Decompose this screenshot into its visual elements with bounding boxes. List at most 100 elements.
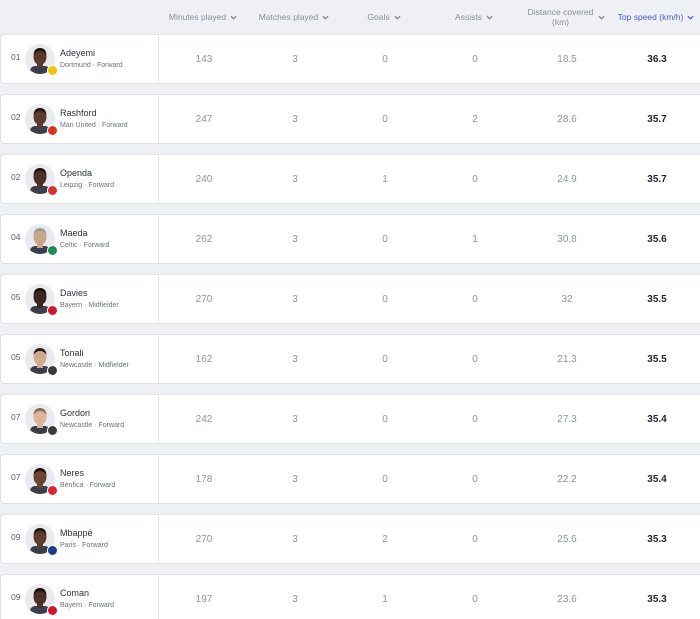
table-row[interactable]: 01 Adeyemi Dortmund · Forward 143 3 0 0 18.5 36.…: [0, 34, 700, 84]
player-club-position: Paris · Forward: [60, 542, 108, 549]
rank-label: 02: [11, 112, 21, 122]
club-badge-icon: [47, 185, 58, 196]
cell-speed: 35.5: [647, 293, 667, 305]
cell-minutes: 162: [195, 353, 213, 365]
player-avatar: [25, 404, 58, 436]
cell-assists: 0: [472, 53, 478, 65]
cell-distance: 32: [561, 293, 573, 305]
player-name[interactable]: Neres: [60, 468, 85, 478]
cell-goals: 0: [382, 473, 388, 485]
cell-goals: 1: [382, 173, 388, 185]
player-name[interactable]: Mbappé: [60, 528, 93, 538]
cell-goals: 1: [382, 593, 388, 605]
table-row[interactable]: 09 Mbappé Paris · Forward 270 3 2 0 25.6 35.3: [0, 514, 700, 564]
cell-minutes: 242: [195, 413, 213, 425]
cell-distance: 23.6: [557, 593, 577, 605]
cell-distance: 18.5: [557, 53, 577, 65]
cell-matches: 3: [292, 53, 298, 65]
player-club-position: Bayern · Forward: [60, 602, 115, 609]
column-header-distance[interactable]: Distance covered (km): [516, 0, 616, 34]
player-cell[interactable]: 04 Maeda Celtic · Forward: [1, 215, 159, 263]
player-name[interactable]: Adeyemi: [60, 48, 96, 58]
cell-matches: 3: [292, 113, 298, 125]
player-name[interactable]: Davies: [60, 288, 88, 298]
cell-assists: 0: [472, 533, 478, 545]
player-name[interactable]: Rashford: [60, 108, 97, 118]
column-header-assists[interactable]: Assists: [434, 0, 514, 34]
cell-distance: 22.2: [557, 473, 577, 485]
player-avatar: [25, 224, 58, 256]
table-row[interactable]: 07 Neres Benfica · Forward 178 3 0 0 22.2 35.4: [0, 454, 700, 504]
player-club-position: Newcastle · Midfielder: [60, 362, 129, 369]
player-cell[interactable]: 07 Gordon Newcastle · Forward: [1, 395, 159, 443]
cell-minutes: 247: [195, 113, 213, 125]
cell-assists: 2: [472, 113, 478, 125]
cell-matches: 3: [292, 533, 298, 545]
cell-assists: 0: [472, 593, 478, 605]
cell-matches: 3: [292, 413, 298, 425]
club-badge-icon: [47, 65, 58, 76]
cell-goals: 2: [382, 533, 388, 545]
cell-speed: 35.3: [647, 593, 667, 605]
table-row[interactable]: 09 Coman Bayern · Forward 197 3 1 0 23.6 35.3: [0, 574, 700, 619]
player-avatar: [25, 104, 58, 136]
cell-minutes: 270: [195, 293, 213, 305]
player-cell[interactable]: 05 Davies Bayern · Midfielder: [1, 275, 159, 323]
player-name[interactable]: Openda: [60, 168, 93, 178]
player-name[interactable]: Coman: [60, 588, 90, 598]
club-badge-icon: [47, 485, 58, 496]
table-row[interactable]: 05 Davies Bayern · Midfielder 270 3 0 0 32 35.5: [0, 274, 700, 324]
cell-goals: 0: [382, 293, 388, 305]
column-header-minutes[interactable]: Minutes played: [158, 0, 248, 34]
club-badge-icon: [47, 125, 58, 136]
column-header-goals[interactable]: Goals: [344, 0, 424, 34]
player-cell[interactable]: 01 Adeyemi Dortmund · Forward: [1, 35, 159, 83]
table-row[interactable]: 04 Maeda Celtic · Forward 262 3 0 1 30.8 35.6: [0, 214, 700, 264]
player-cell[interactable]: 05 Tonali Newcastle · Midfielder: [1, 335, 159, 383]
cell-matches: 3: [292, 293, 298, 305]
cell-assists: 1: [472, 233, 478, 245]
table-row[interactable]: 05 Tonali Newcastle · Midfielder 162 3 0 0 21.3…: [0, 334, 700, 384]
column-header-speed[interactable]: Top speed (km/h): [606, 0, 700, 34]
player-avatar: [25, 284, 58, 316]
cell-speed: 35.4: [647, 473, 667, 485]
cell-goals: 0: [382, 233, 388, 245]
cell-speed: 35.7: [647, 173, 667, 185]
rank-label: 07: [11, 412, 21, 422]
rank-label: 09: [11, 592, 21, 602]
table-row[interactable]: 07 Gordon Newcastle · Forward 242 3 0 0 27.3 35.…: [0, 394, 700, 444]
chevron-down-icon: [687, 15, 694, 20]
rank-label: 01: [11, 52, 21, 62]
player-cell[interactable]: 02 Openda Leipzig · Forward: [1, 155, 159, 203]
cell-distance: 21.3: [557, 353, 577, 365]
player-name[interactable]: Tonali: [60, 348, 84, 358]
chevron-down-icon: [230, 15, 237, 20]
cell-minutes: 197: [195, 593, 213, 605]
player-name[interactable]: Gordon: [60, 408, 91, 418]
table-row[interactable]: 02 Rashford Man United · Forward 247 3 0 2 28.6…: [0, 94, 700, 144]
chevron-down-icon: [322, 15, 329, 20]
cell-assists: 0: [472, 293, 478, 305]
player-cell[interactable]: 09 Mbappé Paris · Forward: [1, 515, 159, 563]
player-cell[interactable]: 09 Coman Bayern · Forward: [1, 575, 159, 619]
player-avatar: [25, 344, 58, 376]
player-name[interactable]: Maeda: [60, 228, 88, 238]
column-header-label: Minutes played: [168, 12, 227, 22]
table-row[interactable]: 02 Openda Leipzig · Forward 240 3 1 0 24.9 35.7: [0, 154, 700, 204]
club-badge-icon: [47, 545, 58, 556]
column-header-label: Top speed (km/h): [617, 12, 684, 22]
column-header-matches[interactable]: Matches played: [249, 0, 339, 34]
cell-goals: 0: [382, 353, 388, 365]
player-cell[interactable]: 07 Neres Benfica · Forward: [1, 455, 159, 503]
cell-distance: 25.6: [557, 533, 577, 545]
rank-label: 02: [11, 172, 21, 182]
player-club-position: Celtic · Forward: [60, 242, 110, 249]
rank-label: 09: [11, 532, 21, 542]
club-badge-icon: [47, 305, 58, 316]
cell-goals: 0: [382, 413, 388, 425]
table-header: Minutes played Matches played Goals Assists…: [0, 0, 700, 34]
player-cell[interactable]: 02 Rashford Man United · Forward: [1, 95, 159, 143]
player-club-position: Man United · Forward: [60, 122, 128, 129]
player-avatar: [25, 524, 58, 556]
player-club-position: Bayern · Midfielder: [60, 302, 119, 309]
